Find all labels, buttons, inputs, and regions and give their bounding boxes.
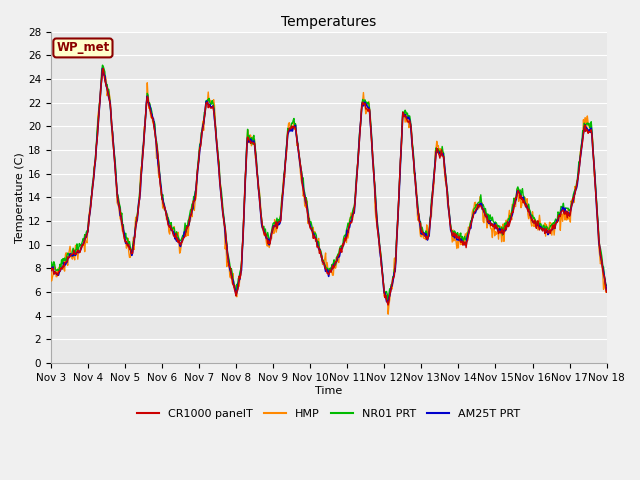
Legend: CR1000 panelT, HMP, NR01 PRT, AM25T PRT: CR1000 panelT, HMP, NR01 PRT, AM25T PRT (132, 405, 525, 424)
Y-axis label: Temperature (C): Temperature (C) (15, 152, 25, 243)
Title: Temperatures: Temperatures (281, 15, 376, 29)
Text: WP_met: WP_met (56, 41, 109, 54)
X-axis label: Time: Time (315, 385, 342, 396)
